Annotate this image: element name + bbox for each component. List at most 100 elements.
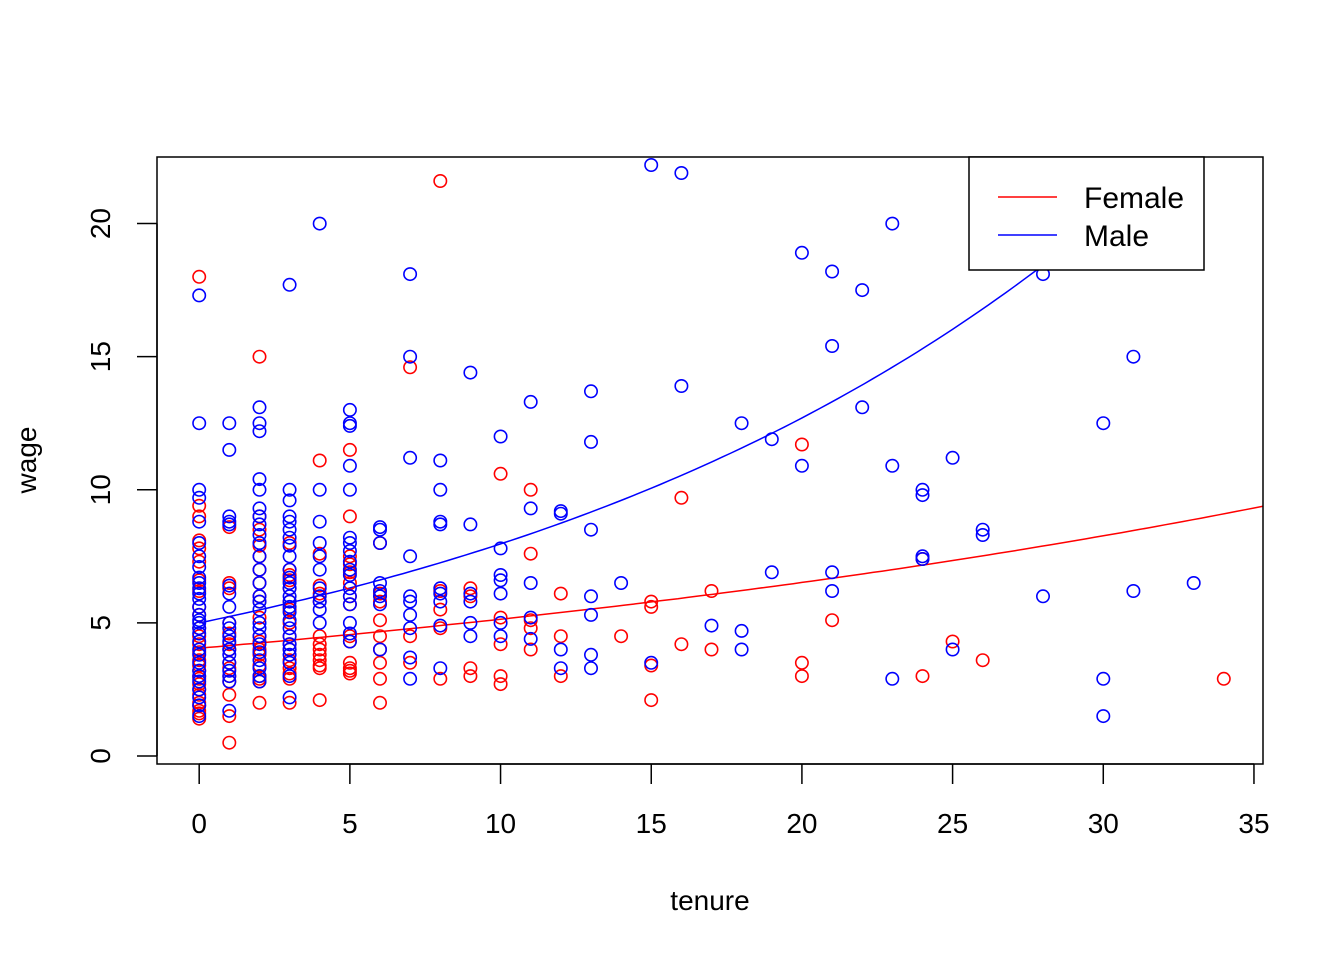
data-point-male [342, 418, 357, 433]
data-point-male [312, 562, 327, 577]
data-point-male [523, 501, 538, 516]
data-point-male [372, 642, 387, 657]
data-point-male [222, 442, 237, 457]
data-point-male [553, 642, 568, 657]
data-point-male [312, 514, 327, 529]
data-point-male [282, 637, 297, 652]
legend-label-female: Female [1084, 182, 1184, 215]
data-point-male [704, 618, 719, 633]
data-point-male [252, 594, 267, 609]
data-point-male [312, 589, 327, 604]
data-point-male [252, 416, 267, 431]
data-point-female [553, 629, 568, 644]
data-point-male [342, 597, 357, 612]
data-point-male [372, 589, 387, 604]
data-point-male [1036, 589, 1051, 604]
data-points [192, 158, 1231, 750]
data-point-male [282, 642, 297, 657]
data-point-male [192, 416, 207, 431]
data-point-male [192, 698, 207, 713]
data-point-male [583, 607, 598, 622]
data-point-male [553, 504, 568, 519]
data-point-male [222, 669, 237, 684]
data-point-female [523, 621, 538, 636]
data-point-male [403, 549, 418, 564]
x-tick-label: 15 [636, 808, 667, 839]
data-point-male [764, 565, 779, 580]
data-point-female [312, 647, 327, 662]
data-point-male [252, 661, 267, 676]
data-point-male [372, 583, 387, 598]
x-tick-label: 0 [191, 808, 207, 839]
data-point-female [463, 581, 478, 596]
x-tick-label: 30 [1088, 808, 1119, 839]
data-point-female [825, 613, 840, 628]
data-point-male [192, 490, 207, 505]
data-point-male [493, 615, 508, 630]
data-point-male [403, 589, 418, 604]
data-point-male [342, 458, 357, 473]
data-point-male [794, 458, 809, 473]
data-point-male [192, 690, 207, 705]
data-point-female [222, 709, 237, 724]
data-point-female [704, 642, 719, 657]
data-point-male [433, 586, 448, 601]
data-point-female [372, 655, 387, 670]
data-point-male [222, 599, 237, 614]
data-point-male [252, 674, 267, 689]
data-point-male [252, 589, 267, 604]
data-point-male [403, 650, 418, 665]
data-point-female [463, 669, 478, 684]
data-point-male [583, 522, 598, 537]
data-point-male [342, 615, 357, 630]
data-point-male [975, 527, 990, 542]
data-point-male [192, 615, 207, 630]
data-point-male [644, 655, 659, 670]
data-point-male [523, 631, 538, 646]
data-point-male [282, 530, 297, 545]
data-point-male [915, 482, 930, 497]
y-tick-label: 15 [85, 341, 116, 372]
data-point-male [282, 570, 297, 585]
data-point-female [282, 695, 297, 710]
data-point-male [192, 559, 207, 574]
data-point-female [312, 693, 327, 708]
data-point-male [282, 690, 297, 705]
data-point-female [342, 655, 357, 670]
data-point-female [403, 629, 418, 644]
data-point-female [312, 642, 327, 657]
data-point-male [403, 607, 418, 622]
data-point-female [493, 610, 508, 625]
data-point-male [252, 615, 267, 630]
data-point-male [192, 514, 207, 529]
data-point-male [282, 594, 297, 609]
data-point-male [282, 549, 297, 564]
data-point-female [342, 509, 357, 524]
data-point-male [342, 626, 357, 641]
data-point-male [342, 562, 357, 577]
data-point-male [855, 283, 870, 298]
data-point-male [825, 264, 840, 279]
data-point-male [282, 277, 297, 292]
data-point-male [463, 517, 478, 532]
data-point-female [252, 695, 267, 710]
data-point-male [192, 581, 207, 596]
data-point-male [583, 661, 598, 676]
data-point-female [433, 602, 448, 617]
data-point-male [252, 575, 267, 590]
data-point-female [403, 360, 418, 375]
data-point-male [674, 378, 689, 393]
data-point-female [372, 629, 387, 644]
data-point-male [523, 575, 538, 590]
data-point-female [644, 594, 659, 609]
data-point-male [282, 589, 297, 604]
data-point-male [523, 394, 538, 409]
data-point-female [463, 661, 478, 676]
data-point-male [493, 429, 508, 444]
data-point-male [493, 586, 508, 601]
data-point-male [342, 402, 357, 417]
data-point-male [222, 586, 237, 601]
x-tick-label: 5 [342, 808, 358, 839]
data-point-male [342, 567, 357, 582]
data-point-male [252, 424, 267, 439]
